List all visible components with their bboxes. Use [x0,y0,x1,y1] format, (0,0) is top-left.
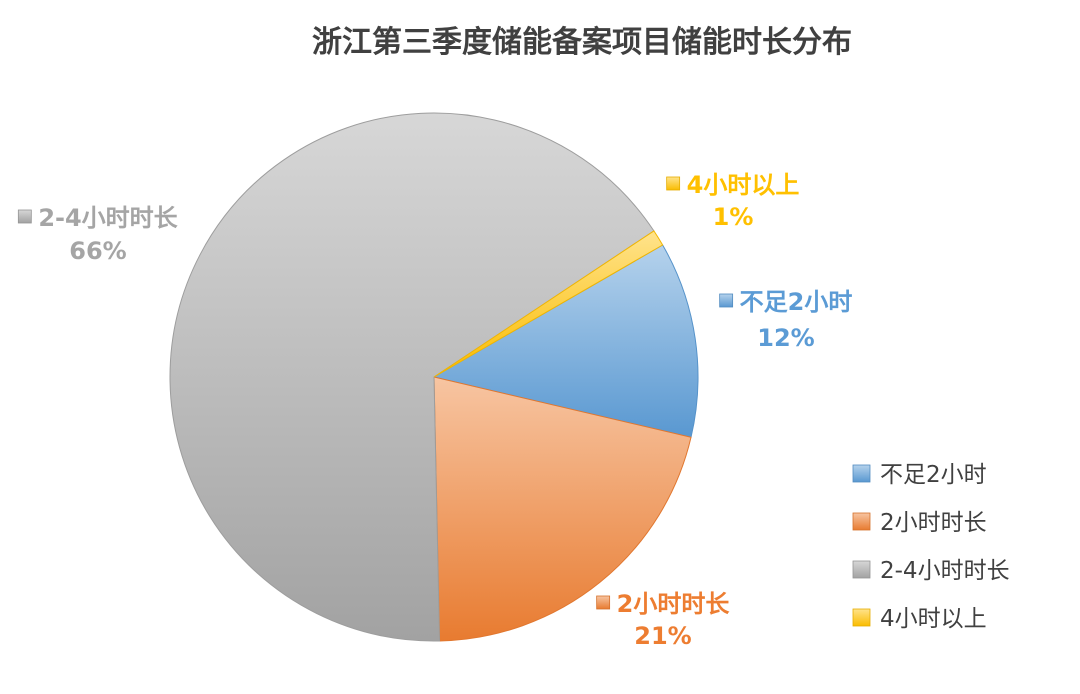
pie-slice-under-2h [432,244,699,438]
data-label-2h: 2小时时长 21% [596,590,731,650]
legend-label: 不足2小时 [880,462,987,488]
data-label-value: 66% [69,237,126,265]
pie-slice-2h [433,376,692,642]
data-label-key [719,293,734,308]
legend-item-2h: 2小时时长 [852,510,987,536]
legend-item-over-4h: 4小时以上 [852,606,987,632]
data-label-value: 1% [713,203,754,231]
data-label-category: 2-4小时时长 [38,204,178,232]
data-label-key [666,176,681,191]
data-label-over-4h: 4小时以上 1% [666,171,800,231]
data-label-category: 2小时时长 [617,590,731,618]
legend-swatch [852,512,871,531]
data-label-key [17,209,32,224]
chart-title: 浙江第三季度储能备案项目储能时长分布 [312,25,852,60]
pie-slice-over-4h [433,230,664,378]
data-label-category: 4小时以上 [687,171,800,199]
legend-item-under-2h: 不足2小时 [852,462,987,488]
legend-label: 2-4小时时长 [880,558,1010,584]
legend-swatch [852,608,871,627]
data-label-under-2h: 不足2小时 12% [719,288,853,352]
data-label-2-4h: 2-4小时时长 66% [17,204,179,265]
data-label-key [596,595,611,610]
legend-swatch [852,560,871,579]
pie-slices [169,112,699,642]
data-label-value: 12% [757,324,814,352]
legend: 不足2小时 2小时时长 2-4小时时长 4小时以上 [852,462,1010,632]
data-label-category: 不足2小时 [740,288,853,316]
legend-label: 2小时时长 [880,510,987,536]
legend-item-2-4h: 2-4小时时长 [852,558,1010,584]
data-labels: 不足2小时 12% 2小时时长 21% 2-4小时时长 66% 4小时以上 1% [17,171,853,650]
pie-slice-2-4h [169,112,655,642]
legend-swatch [852,464,871,483]
legend-label: 4小时以上 [880,606,987,632]
data-label-value: 21% [634,622,691,650]
